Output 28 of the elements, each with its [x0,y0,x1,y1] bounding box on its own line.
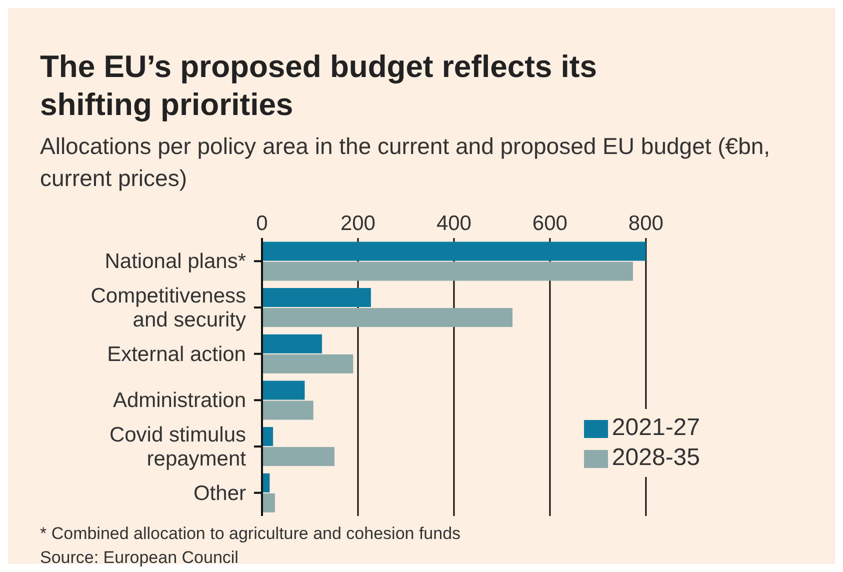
y-tick-label: National plans* [104,250,246,273]
x-tick-label: 800 [628,212,664,235]
bar [262,262,633,281]
source-note: Source: European Council [40,547,240,569]
bar [262,288,371,308]
text: * Combined allocation to agriculture and cohesion funds [40,523,461,545]
y-tick-label: External action [107,342,246,366]
x-tick-label: 400 [436,212,472,235]
legend-label: 2028-35 [612,444,700,471]
bar [262,354,354,374]
bar [262,447,334,466]
bar [262,242,646,261]
legend-label: 2021-27 [612,414,700,441]
bar [262,493,275,512]
x-tick-label: 600 [532,212,568,235]
bar [262,427,274,446]
chart-subtitle: Allocations per policy area in the current and proposed EU budget (€bn, current prices) [40,132,772,193]
chart-title: The EU’s proposed budget reflects its shifting priorities [40,48,598,124]
bar [262,380,305,400]
bar [262,308,513,328]
bar [262,400,314,420]
bar [262,334,322,354]
x-tick-label: 200 [340,212,376,235]
y-tick-label: Administration [112,388,246,412]
y-tick-label: Competitiveness and security [90,284,246,331]
x-tick-label: 0 [256,212,268,235]
y-tick-label: Covid stimulus repayment [109,423,246,470]
y-tick-label: Other [193,481,246,504]
